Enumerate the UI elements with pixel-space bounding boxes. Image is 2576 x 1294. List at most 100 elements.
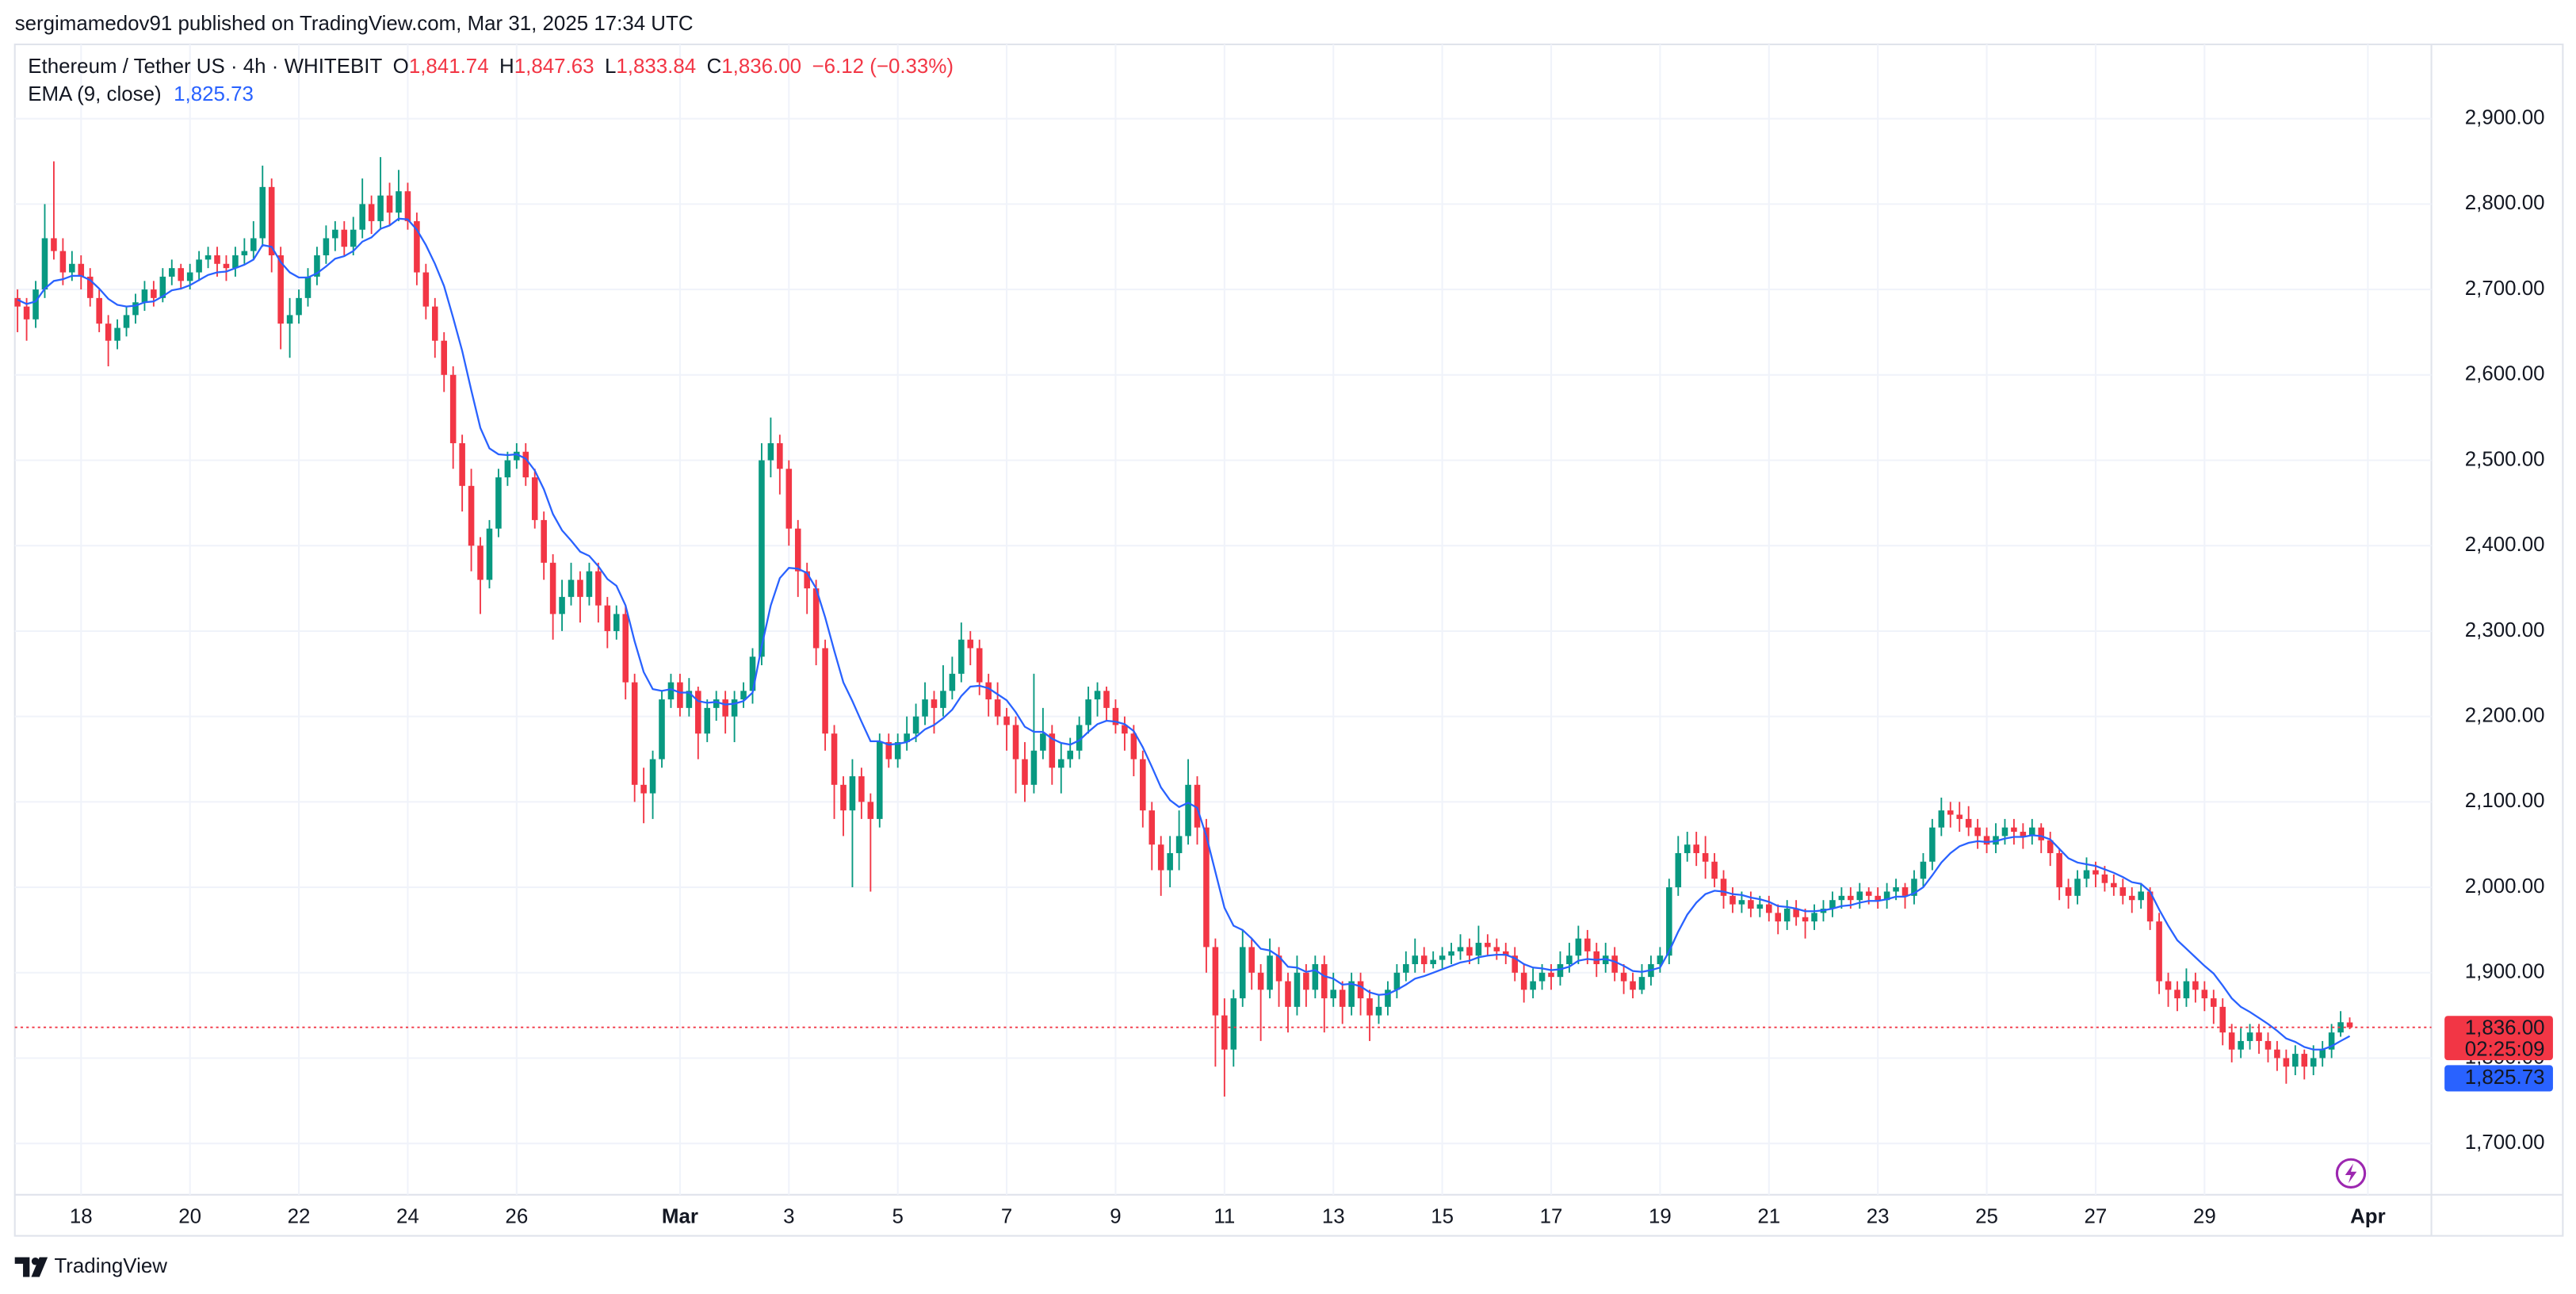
x-tick-label: 22 [288, 1206, 311, 1228]
candle-body [304, 276, 311, 298]
candle-body [713, 699, 720, 708]
candle-body [2346, 1022, 2353, 1028]
candle-body [1611, 955, 1618, 973]
candle-body [767, 442, 774, 461]
candle-body [404, 191, 411, 221]
alert-circle[interactable] [2335, 1158, 2367, 1189]
candle-body [2174, 990, 2180, 999]
candle-body [604, 605, 611, 631]
candle-body [794, 528, 801, 572]
candle-body [1167, 852, 1173, 871]
ohlc-value: 1,847.63 [514, 56, 594, 78]
candle-body [1185, 784, 1191, 837]
candle-body [1275, 955, 1282, 982]
candle-body [568, 580, 575, 597]
candle-body [1711, 861, 1718, 879]
candle-body [2111, 882, 2117, 888]
y-tick-label: 2,700.00 [2465, 278, 2545, 300]
candle-body [2165, 981, 2172, 990]
candle-body [1756, 904, 1764, 909]
candle-body [885, 741, 892, 760]
indicator-legend: EMA (9, close) 1,825.73 [28, 83, 254, 105]
candle-body [1520, 972, 1527, 990]
alert-icon[interactable] [2335, 1158, 2367, 1189]
candle-body [1929, 827, 1936, 862]
candle-body [1049, 733, 1056, 768]
candle-body [1339, 990, 1346, 1007]
candle-body [368, 204, 375, 221]
candle-body [1829, 900, 1836, 909]
candle-body [2038, 827, 2045, 840]
legend-row: Ethereum / Tether US · 4h · WHITEBIT O1,… [28, 56, 954, 78]
candle-body [422, 272, 430, 307]
candle-body [1112, 707, 1119, 725]
candle-body [168, 268, 175, 277]
y-tick-label: 2,100.00 [2465, 790, 2545, 812]
brand-name: TradingView [54, 1255, 167, 1277]
candle-body [1983, 836, 1990, 845]
candle-body [858, 776, 865, 802]
candle-body [1403, 963, 1409, 973]
y-tick-label: 2,600.00 [2465, 363, 2545, 385]
candle-body [2146, 891, 2154, 922]
candle-body [86, 276, 94, 298]
logo-part [31, 1257, 48, 1277]
candle-body [2128, 895, 2135, 901]
candle-body [722, 699, 728, 717]
ema-value-box [2444, 1065, 2553, 1092]
candle-body [1067, 750, 1073, 760]
candle-body [1321, 963, 1328, 999]
x-tick-label: 15 [1431, 1206, 1454, 1228]
candle-body [386, 195, 393, 213]
candle-body [350, 229, 357, 247]
candle-body [731, 699, 738, 717]
candle-body [894, 741, 901, 760]
symbol: Ethereum / Tether US · 4h · WHITEBIT [28, 56, 382, 78]
candle-body [1693, 844, 1699, 853]
x-tick-label: 5 [892, 1206, 903, 1228]
candle-body [949, 673, 956, 691]
candle-body [2101, 874, 2108, 883]
ohlc-key: L [605, 56, 616, 78]
candle-body [1457, 947, 1464, 951]
candle-body [341, 229, 348, 247]
candle-body [867, 802, 874, 819]
candle-body [2319, 1049, 2326, 1059]
candle-body [1766, 904, 1772, 913]
candle-body [649, 759, 656, 794]
candle-body [1974, 827, 1981, 837]
candle-body [849, 776, 856, 811]
candle-body [1911, 879, 1917, 896]
candle-body [1439, 955, 1446, 960]
candle-body [2083, 870, 2090, 879]
candle-body [1557, 963, 1564, 978]
candle-body [1630, 981, 1636, 990]
candle-body [1385, 990, 1391, 1007]
candle-body [1294, 972, 1301, 1007]
candle-body [1466, 947, 1473, 956]
candle-body [250, 238, 257, 251]
candle-body [631, 682, 638, 785]
candle-body [268, 186, 275, 256]
y-tick-label: 2,900.00 [2465, 107, 2545, 129]
candle-body [749, 657, 756, 691]
axes: 1,700.001,800.001,900.002,000.002,100.00… [70, 107, 2553, 1228]
candle-body [1675, 852, 1682, 888]
candle-body [1257, 972, 1264, 990]
candle-body [1203, 827, 1210, 948]
candle-body [441, 340, 448, 375]
candle-body [877, 741, 883, 819]
candle-body [1584, 938, 1591, 951]
candle-body [114, 327, 120, 341]
candle-body [1393, 972, 1401, 990]
candle-body [1312, 963, 1319, 990]
candle-body [2011, 827, 2017, 833]
alert-bolt[interactable] [2345, 1163, 2357, 1184]
x-tick-label: 29 [2193, 1206, 2216, 1228]
candle-body [449, 374, 457, 443]
candle-body [1130, 733, 1137, 760]
candle-body [2074, 879, 2081, 896]
candle-body [1076, 725, 1083, 751]
candle-body [1003, 716, 1010, 725]
x-tick-label: Apr [2350, 1206, 2386, 1228]
